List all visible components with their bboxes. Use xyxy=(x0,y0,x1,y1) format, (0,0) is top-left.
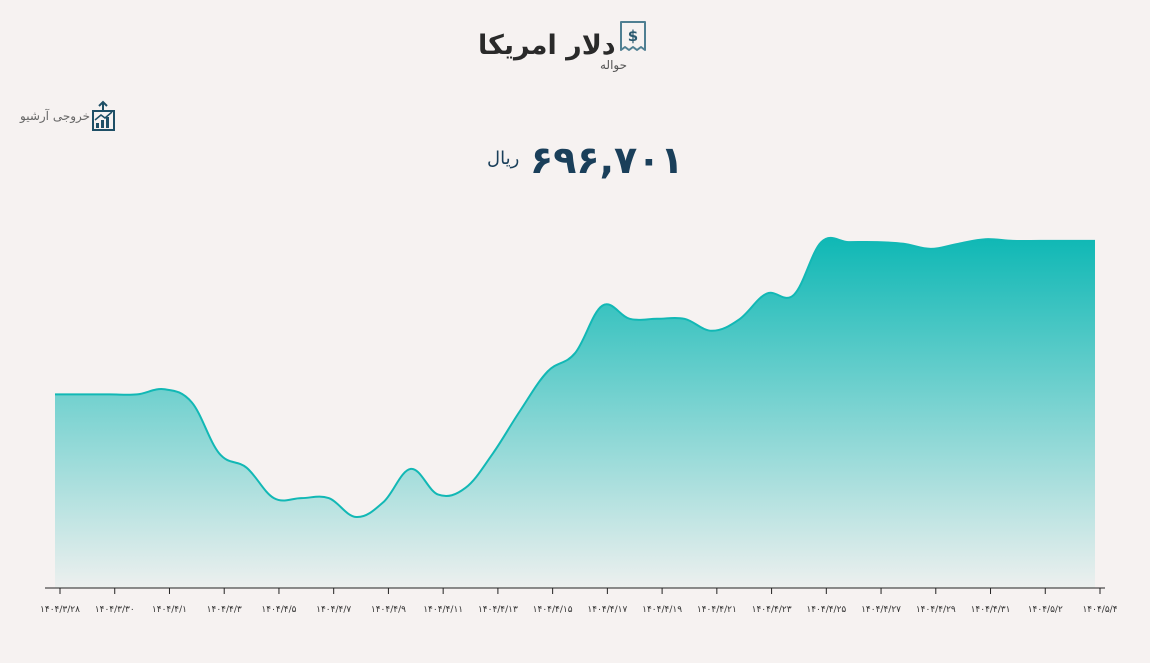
data-point[interactable] xyxy=(49,388,61,400)
data-point[interactable] xyxy=(897,238,909,250)
x-tick-label: ۱۴۰۴/۴/۲۳ xyxy=(752,605,792,615)
x-tick-label: ۱۴۰۴/۴/۱۱ xyxy=(423,605,463,615)
export-label: خروجی آرشیو xyxy=(20,109,91,123)
x-tick-label: ۱۴۰۴/۴/۱ xyxy=(152,605,187,615)
data-point[interactable] xyxy=(487,447,499,459)
price-value: ۶۹۶,۷۰۱ xyxy=(530,138,684,182)
data-point[interactable] xyxy=(158,383,170,395)
svg-text:$: $ xyxy=(628,27,638,45)
data-point[interactable] xyxy=(678,313,690,325)
x-tick-label: ۱۴۰۴/۴/۹ xyxy=(371,605,406,615)
data-point[interactable] xyxy=(706,325,718,337)
export-archive-button[interactable]: خروجی آرشیو xyxy=(20,100,116,132)
data-point[interactable] xyxy=(432,489,444,501)
x-tick-label: ۱۴۰۴/۳/۳۰ xyxy=(95,605,135,615)
data-point[interactable] xyxy=(1062,235,1074,247)
data-point[interactable] xyxy=(542,366,554,378)
x-tick-label: ۱۴۰۴/۴/۱۹ xyxy=(642,605,682,615)
data-point[interactable] xyxy=(788,289,800,301)
data-point[interactable] xyxy=(624,313,636,325)
data-point[interactable] xyxy=(761,288,773,300)
data-point[interactable] xyxy=(733,313,745,325)
data-point[interactable] xyxy=(870,236,882,248)
data-point[interactable] xyxy=(569,347,581,359)
x-tick-label: ۱۴۰۴/۳/۲۸ xyxy=(40,605,80,615)
x-tick-label: ۱۴۰۴/۴/۱۳ xyxy=(478,605,518,615)
data-point[interactable] xyxy=(104,388,116,400)
data-point[interactable] xyxy=(815,236,827,248)
data-point[interactable] xyxy=(405,463,417,475)
series-area xyxy=(55,237,1095,588)
dollar-receipt-icon: $ xyxy=(618,20,648,56)
x-tick-label: ۱۴۰۴/۴/۲۷ xyxy=(861,605,901,615)
header: دلار امریکا $ حواله xyxy=(0,18,1150,78)
x-tick-label: ۱۴۰۴/۴/۲۹ xyxy=(916,605,956,615)
subtitle: حواله xyxy=(600,58,628,72)
data-point[interactable] xyxy=(241,462,253,474)
data-point[interactable] xyxy=(925,243,937,255)
x-tick-label: ۱۴۰۴/۴/۱۷ xyxy=(587,605,627,615)
data-point[interactable] xyxy=(1034,235,1046,247)
x-tick-label: ۱۴۰۴/۴/۷ xyxy=(316,605,351,615)
x-tick-label: ۱۴۰۴/۴/۳ xyxy=(207,605,242,615)
data-point[interactable] xyxy=(350,511,362,523)
data-point[interactable] xyxy=(268,492,280,504)
data-point[interactable] xyxy=(596,300,608,312)
data-point[interactable] xyxy=(295,492,307,504)
data-point[interactable] xyxy=(460,482,472,494)
data-point[interactable] xyxy=(186,396,198,408)
data-point[interactable] xyxy=(1089,235,1101,247)
x-tick-label: ۱۴۰۴/۵/۲ xyxy=(1028,605,1063,615)
data-point[interactable] xyxy=(952,238,964,250)
data-point[interactable] xyxy=(514,404,526,416)
series-line xyxy=(55,236,1095,519)
data-point[interactable] xyxy=(76,388,88,400)
x-tick-label: ۱۴۰۴/۵/۴ xyxy=(1082,605,1117,615)
data-point[interactable] xyxy=(323,492,335,504)
chart-export-icon xyxy=(92,100,116,132)
data-point[interactable] xyxy=(377,496,389,508)
data-point[interactable] xyxy=(131,388,143,400)
data-point[interactable] xyxy=(1007,235,1019,247)
x-tick-label: ۱۴۰۴/۴/۳۱ xyxy=(971,605,1011,615)
x-tick-label: ۱۴۰۴/۴/۵ xyxy=(261,605,296,615)
x-tick-label: ۱۴۰۴/۴/۲۱ xyxy=(697,605,737,615)
data-point[interactable] xyxy=(651,313,663,325)
x-tick-label: ۱۴۰۴/۴/۱۵ xyxy=(533,605,573,615)
page-title: دلار امریکا xyxy=(478,30,616,61)
data-point[interactable] xyxy=(980,233,992,245)
price-display: ۶۹۶,۷۰۱ ریال xyxy=(0,138,1150,182)
data-point[interactable] xyxy=(843,236,855,248)
x-tick-label: ۱۴۰۴/۴/۲۵ xyxy=(806,605,846,615)
data-point[interactable] xyxy=(213,447,225,459)
price-unit: ریال xyxy=(487,148,520,169)
